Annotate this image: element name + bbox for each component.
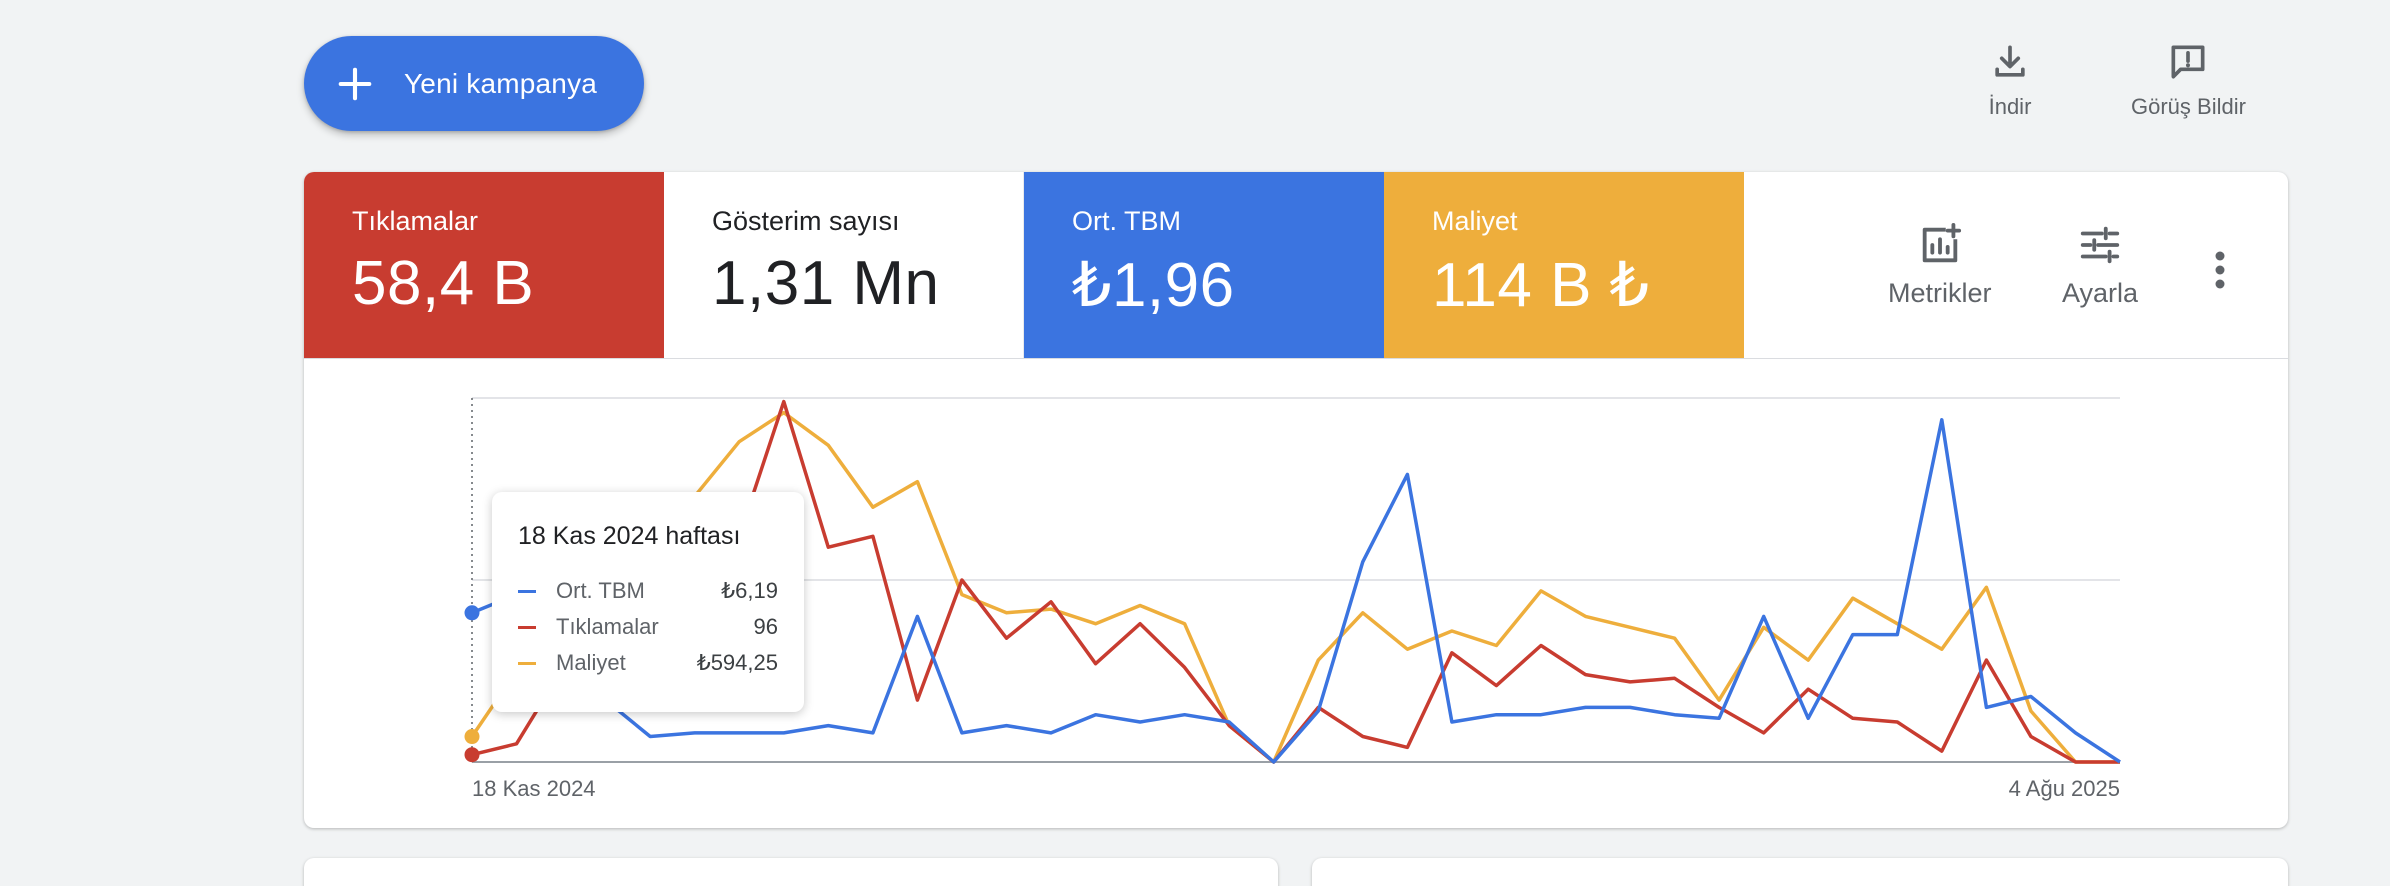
performance-chart: 18 Kas 2024 4 Ağu 2025 [464, 397, 2121, 801]
metric-value: ₺1,96 [1072, 251, 1235, 320]
download-button[interactable]: İndir [1988, 40, 2032, 120]
add-chart-icon [1922, 222, 1961, 263]
tooltip-row-clicks: Tıklamalar 96 [518, 609, 778, 645]
metric-value: 58,4 B [352, 249, 535, 318]
adjust-button[interactable]: Ayarla [2062, 222, 2138, 309]
metric-tile-clicks[interactable]: Tıklamalar 58,4 B [304, 172, 664, 358]
series-swatch [518, 589, 536, 593]
metric-label: Gösterim sayısı [712, 206, 900, 236]
tooltip-series-name: Maliyet [556, 650, 626, 675]
metric-label: Maliyet [1432, 206, 1518, 236]
plus-icon [338, 67, 372, 100]
tooltip-series-value: ₺594,25 [696, 650, 778, 675]
series-line-maliyet [470, 410, 2120, 764]
hover-point [464, 729, 480, 745]
metrics-label: Metrikler [1888, 278, 1992, 308]
chart-hover-points [464, 605, 480, 763]
more-vert-icon[interactable] [2200, 244, 2240, 296]
tooltip-series-value: ₺6,19 [721, 578, 778, 603]
x-axis-end-label: 4 Ağu 2025 [2009, 776, 2120, 801]
tooltip-series-name: Tıklamalar [556, 614, 659, 639]
hover-point [464, 747, 480, 763]
chart-tooltip: 18 Kas 2024 haftası Ort. TBM ₺6,19 Tıkla… [492, 492, 804, 712]
bottom-card-left [304, 858, 1278, 886]
metric-value: 1,31 Mn [712, 249, 940, 318]
series-swatch [518, 661, 536, 665]
feedback-label: Görüş Bildir [2131, 94, 2246, 119]
new-campaign-label: Yeni kampanya [404, 67, 598, 99]
tooltip-title: 18 Kas 2024 haftası [518, 522, 741, 550]
metric-label: Tıklamalar [352, 206, 479, 236]
performance-card: Tıklamalar 58,4 B Gösterim sayısı 1,31 M… [304, 172, 2288, 828]
hover-point [464, 605, 480, 621]
bottom-card-right [1312, 858, 2288, 886]
series-line-ort-tbm [471, 418, 2121, 764]
metric-tile-avg-cpc[interactable]: Ort. TBM ₺1,96 [1024, 172, 1384, 358]
metric-tile-impressions[interactable]: Gösterim sayısı 1,31 Mn [664, 172, 1024, 358]
tune-icon [2080, 226, 2120, 264]
metric-tile-cost[interactable]: Maliyet 114 B ₺ [1384, 172, 1744, 358]
metrics-row: Tıklamalar 58,4 B Gösterim sayısı 1,31 M… [304, 172, 2288, 359]
download-icon [1995, 45, 2025, 77]
adjust-label: Ayarla [2062, 278, 2139, 308]
metric-value: 114 B ₺ [1432, 251, 1650, 320]
tooltip-row-avg-cpc: Ort. TBM ₺6,19 [518, 573, 778, 609]
feedback-icon [2171, 45, 2205, 79]
tooltip-series-value: 96 [753, 614, 778, 639]
metric-label: Ort. TBM [1072, 206, 1182, 236]
feedback-button[interactable]: Görüş Bildir [2131, 40, 2246, 120]
download-label: İndir [1988, 94, 2032, 119]
tooltip-series-name: Ort. TBM [556, 578, 645, 603]
new-campaign-button[interactable]: Yeni kampanya [304, 36, 644, 131]
series-swatch [518, 625, 536, 629]
metrics-button[interactable]: Metrikler [1888, 222, 1992, 309]
tooltip-row-cost: Maliyet ₺594,25 [518, 645, 778, 681]
x-axis-start-label: 18 Kas 2024 [472, 776, 596, 801]
